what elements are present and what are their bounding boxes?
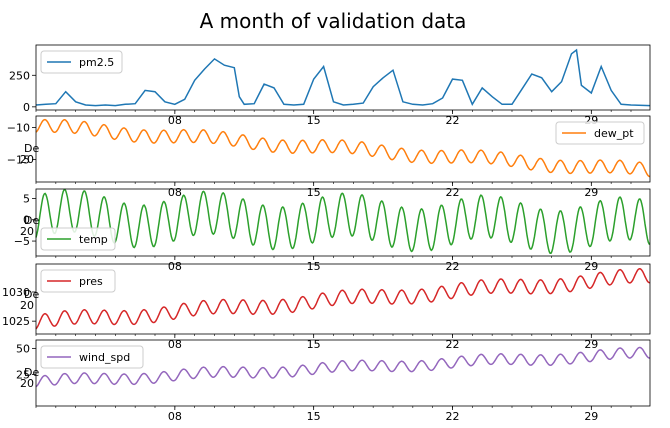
x-month-label-fragment: De <box>24 214 39 227</box>
x-year-label-fragment: 20 <box>20 153 34 166</box>
y-tick-label: 0 <box>23 214 30 227</box>
x-tick-label: 15 <box>307 186 321 199</box>
legend-pm2.5: pm2.5 <box>40 50 123 74</box>
x-tick-label: 29 <box>584 410 598 423</box>
legend-label: temp <box>79 233 108 246</box>
x-month-label-fragment: De <box>24 366 39 379</box>
axes-frame <box>35 188 651 257</box>
subplot-wind_spd: 50 25 08 15 22 29 wind_spd <box>16 339 651 423</box>
x-tick-label: 15 <box>307 260 321 273</box>
x-year-label-fragment: 20 <box>20 299 34 312</box>
x-tick-label: 29 <box>584 338 598 351</box>
series-line-dew_pt <box>35 118 651 178</box>
axes-frame <box>35 115 651 183</box>
y-tick-label: 5 <box>23 192 30 205</box>
x-year-label-fragment: 20 <box>20 377 34 390</box>
axes-frame <box>35 263 651 335</box>
x-tick-label: 22 <box>445 260 459 273</box>
y-tick-label: −15 <box>7 154 30 167</box>
series-line-pm2.5 <box>35 48 651 107</box>
legend-box <box>40 50 123 74</box>
x-tick-label: 29 <box>584 186 598 199</box>
x-tick-label: 22 <box>445 410 459 423</box>
x-month-label-fragment: De <box>24 288 39 301</box>
x-tick-label: 22 <box>445 114 459 127</box>
legend-box <box>40 345 144 369</box>
x-tick-label: 22 <box>445 186 459 199</box>
y-tick-label: −10 <box>7 122 30 135</box>
y-tick-label: 1025 <box>2 315 30 328</box>
axes-frame <box>35 44 651 111</box>
x-tick-label: 22 <box>445 338 459 351</box>
legend-label: dew_pt <box>594 127 634 140</box>
legend-temp: temp <box>40 227 116 251</box>
x-tick-label: 29 <box>584 260 598 273</box>
x-tick-label: 08 <box>168 338 182 351</box>
y-tick-label: 50 <box>16 342 30 355</box>
x-tick-label: 15 <box>307 114 321 127</box>
legend-dew_pt: dew_pt <box>555 121 645 145</box>
x-tick-label: 08 <box>168 114 182 127</box>
legend-box <box>40 269 116 293</box>
x-tick-label: 08 <box>168 186 182 199</box>
x-tick-label: 08 <box>168 260 182 273</box>
x-tick-label: 15 <box>307 338 321 351</box>
legend-label: pres <box>79 275 103 288</box>
subplot-dew_pt: −10 −15 08 15 22 29 dew_pt <box>7 115 651 199</box>
axes-frame <box>35 339 651 407</box>
subplot-pres: 1030 1025 08 15 22 29 pres <box>2 263 651 351</box>
y-tick-label: 250 <box>9 69 30 82</box>
x-year-label-fragment: 20 <box>20 225 34 238</box>
chart-title: A month of validation data <box>200 9 467 33</box>
subplot-temp: 5 0 −5 08 15 22 29 temp <box>14 188 651 273</box>
y-tick-label: −5 <box>14 235 30 248</box>
legend-wind_spd: wind_spd <box>40 345 144 369</box>
y-tick-label: 0 <box>23 101 30 114</box>
legend-box <box>555 121 645 145</box>
series-line-wind_spd <box>35 346 651 388</box>
legend-box <box>40 227 116 251</box>
legend-label: pm2.5 <box>79 56 114 69</box>
x-tick-label: 08 <box>168 410 182 423</box>
series-line-temp <box>35 188 651 254</box>
series-line-pres <box>35 268 651 330</box>
legend-label: wind_spd <box>79 351 130 364</box>
y-tick-label: 25 <box>16 369 30 382</box>
x-tick-label: 15 <box>307 410 321 423</box>
x-month-label-fragment: De <box>24 142 39 155</box>
y-tick-label: 1030 <box>2 286 30 299</box>
legend-pres: pres <box>40 269 116 293</box>
